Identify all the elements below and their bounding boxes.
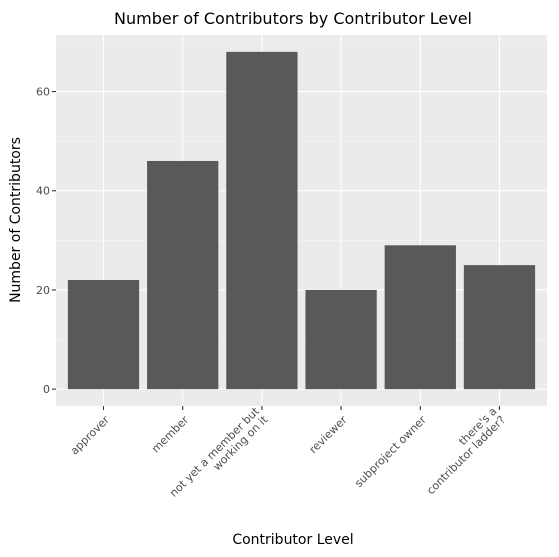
bar [147, 160, 219, 390]
y-axis-title: Number of Contributors [8, 137, 24, 303]
y-tick-label: 60 [36, 86, 50, 99]
x-tick-label: member [149, 413, 191, 455]
x-axis-title: Contributor Level [232, 532, 353, 548]
y-tick-label: 40 [36, 185, 50, 198]
x-tick-label: reviewer [307, 413, 350, 456]
bar [226, 51, 298, 390]
y-axis: 0 20 40 60 [36, 86, 56, 396]
bars [67, 51, 536, 390]
y-tick-label: 0 [43, 383, 50, 396]
x-tick-label: there's acontributor ladder? [416, 405, 508, 497]
x-tick-label: approver [68, 413, 113, 458]
x-tick-label: subproject owner [352, 413, 429, 490]
bar [463, 265, 536, 390]
bar [67, 280, 140, 390]
y-tick-label: 20 [36, 284, 50, 297]
chart-title: Number of Contributors by Contributor Le… [114, 9, 472, 28]
bar [384, 245, 456, 390]
bar [305, 289, 377, 390]
